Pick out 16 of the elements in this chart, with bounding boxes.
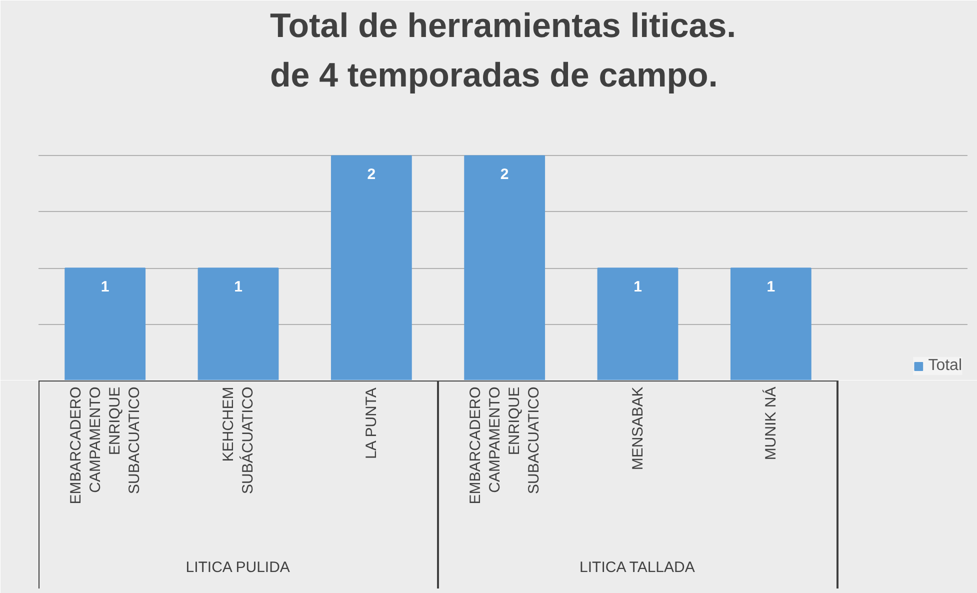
data-label: 1 <box>100 278 110 296</box>
x-tick-label: EMBARCADERO CAMPAMENTO ENRIQUE SUBACUATICO <box>466 386 542 504</box>
chart-title: Total de herramientas liticas. de 4 temporadas de campo. <box>270 7 736 94</box>
text: LITICA TALLADA <box>580 559 695 576</box>
x-tick-label: KEHCHEM SUBÁCUATICO <box>220 386 257 494</box>
x-tick-label: EMBARCADERO CAMPAMENTO ENRIQUE SUBACUATICO <box>67 386 143 504</box>
x-tick-label: MUNIK NÁ <box>761 386 780 460</box>
data-label: 1 <box>766 278 776 296</box>
x-tick-label: LA PUNTA <box>362 388 380 459</box>
data-label: 1 <box>634 278 642 296</box>
x-tick-label: MENSABAK <box>629 386 646 470</box>
legend-label: Total <box>928 357 962 375</box>
data-label: 2 <box>500 166 509 184</box>
data-label: 2 <box>367 166 376 184</box>
data-label: 1 <box>234 278 242 296</box>
text: LITICA PULIDA <box>186 559 290 576</box>
